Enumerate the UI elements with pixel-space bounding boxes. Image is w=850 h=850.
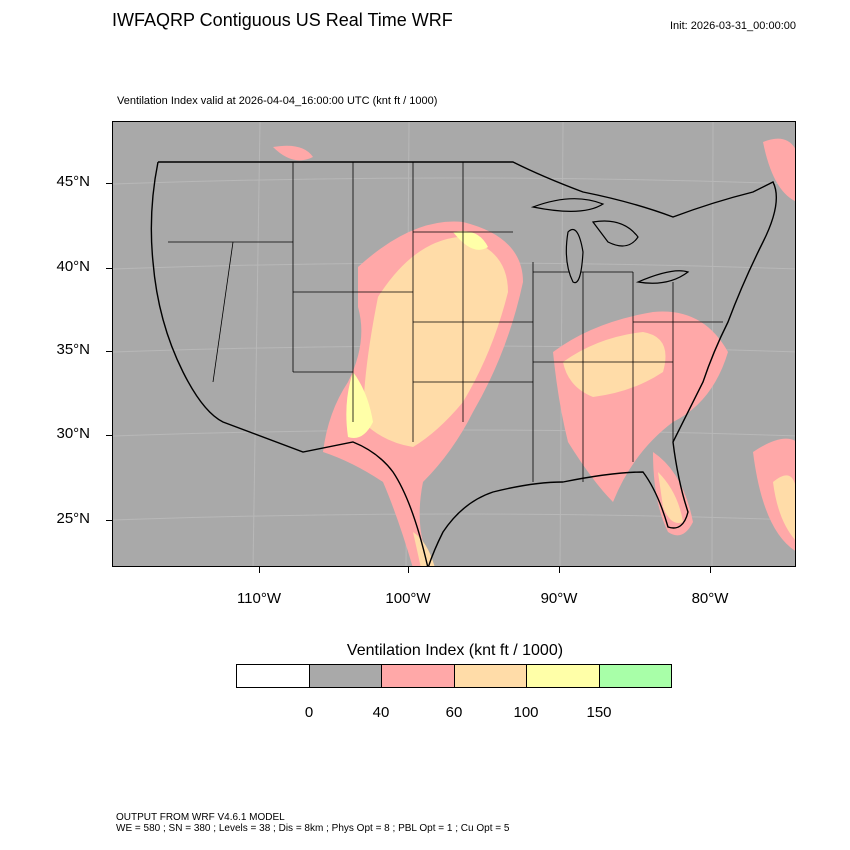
lat-label-35n: 35°N	[56, 341, 90, 358]
country-boundaries	[150, 161, 778, 566]
model-info: OUTPUT FROM WRF V4.6.1 MODEL WE = 580 ; …	[116, 812, 509, 834]
vi-mid-region	[363, 237, 795, 566]
model-info-line2: WE = 580 ; SN = 380 ; Levels = 38 ; Dis …	[116, 823, 510, 834]
map-subtitle: Ventilation Index valid at 2026-04-04_16…	[117, 95, 438, 107]
legend-title: Ventilation Index (knt ft / 1000)	[346, 642, 564, 659]
lon-label-110w: 110°W	[236, 590, 282, 607]
lat-label-25n: 25°N	[56, 510, 90, 527]
lon-label-80w: 80°W	[691, 590, 729, 607]
ventilation-index-map	[112, 121, 796, 567]
lon-label-100w: 100°W	[385, 590, 431, 607]
lon-tick	[710, 567, 711, 573]
vi-low-region	[273, 138, 795, 566]
state-boundaries	[168, 162, 723, 482]
legend-tick-100: 100	[513, 704, 539, 721]
lon-tick	[259, 567, 260, 573]
lat-label-30n: 30°N	[56, 425, 90, 442]
lat-tick	[106, 268, 112, 269]
legend-tick-0: 0	[304, 704, 314, 721]
lat-tick	[106, 183, 112, 184]
lon-label-90w: 90°W	[540, 590, 578, 607]
legend-tick-150: 150	[586, 704, 612, 721]
lon-tick	[408, 567, 409, 573]
lat-tick	[106, 351, 112, 352]
great-lakes	[530, 198, 690, 284]
lat-label-45n: 45°N	[56, 173, 90, 190]
legend-tick-60: 60	[445, 704, 463, 721]
map-title: IWFAQRP Contiguous US Real Time WRF	[112, 10, 453, 30]
map-canvas	[113, 122, 795, 566]
legend-swatch-1	[309, 665, 382, 687]
legend-swatch-2	[382, 665, 455, 687]
legend-swatch-3	[454, 665, 527, 687]
lat-tick	[106, 435, 112, 436]
legend-swatch-0	[237, 665, 310, 687]
legend-swatch-4	[527, 665, 600, 687]
lat-tick	[106, 520, 112, 521]
lat-label-40n: 40°N	[56, 258, 90, 275]
lon-tick	[559, 567, 560, 573]
legend-swatch-5	[599, 665, 671, 687]
model-info-line1: OUTPUT FROM WRF V4.6.1 MODEL	[116, 812, 285, 823]
color-legend	[236, 664, 672, 688]
legend-tick-40: 40	[372, 704, 390, 721]
init-time: Init: 2026-03-31_00:00:00	[670, 20, 796, 32]
